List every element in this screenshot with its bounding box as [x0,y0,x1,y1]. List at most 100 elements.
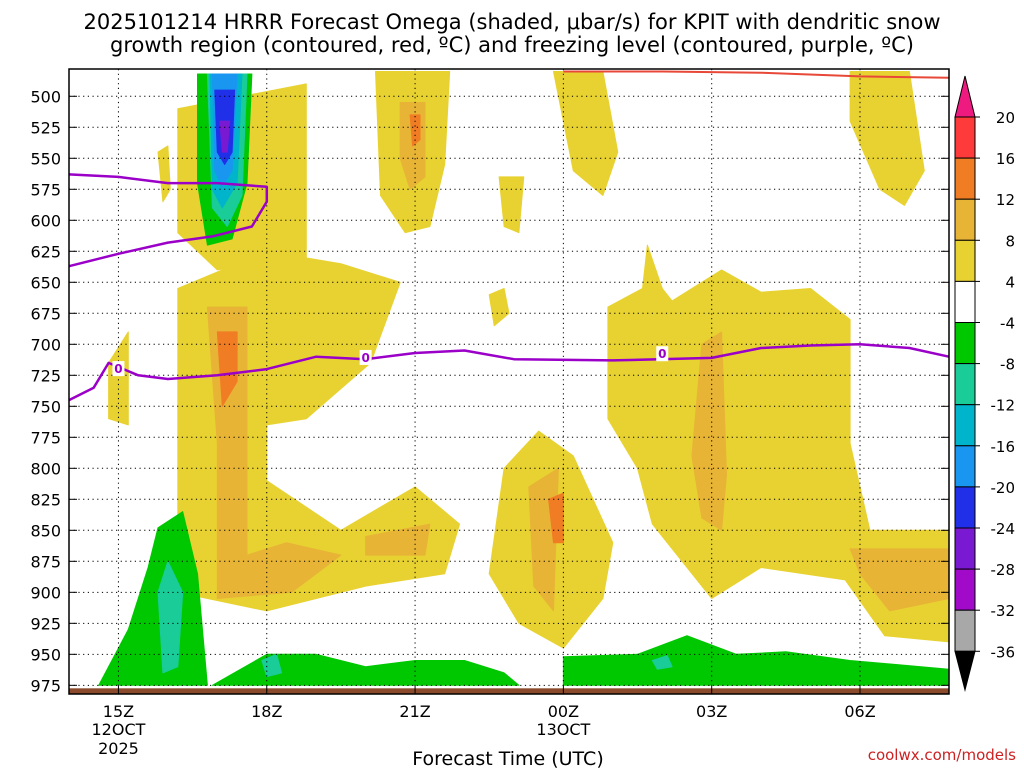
y-tick-label-525: 525 [30,118,61,137]
omega-region-13 [488,288,510,327]
dotted-grid [69,69,949,694]
y-axis: 500 525 550 575 600 625 650 675 700 725 750 775 800 8… [30,87,949,695]
colorbar-swatch-3 [954,239,976,282]
colorbar-label-5: -4 [1000,315,1015,333]
y-tick-label-850: 850 [30,521,61,540]
y-tick-label-750: 750 [30,397,61,416]
colorbar-swatch-7 [954,404,976,447]
freezing-level-label-2: 0 [658,347,666,361]
omega-region-7 [157,145,171,203]
y-tick-label-925: 925 [30,614,61,633]
x-axis-label: Forecast Time (UTC) [412,748,603,768]
omega-region-20 [98,511,208,686]
y-tick-label-650: 650 [30,273,61,292]
colorbar-label-10: -24 [991,520,1016,538]
watermark: coolwx.com/models [868,746,1016,764]
chart-title-line2: growth region (contoured, red, ºC) and f… [110,33,914,57]
omega-region-6 [849,71,925,206]
y-tick-label-600: 600 [30,211,61,230]
colorbar-label-4: 4 [1005,273,1015,291]
omega-region-9 [177,250,461,612]
x-tick-label-00Z: 00Z [548,702,579,721]
colorbar-label-9: -20 [991,479,1016,497]
omega-region-25 [651,655,673,670]
colorbar-top-arrow [954,75,976,118]
colorbar-label-0: 20 [996,109,1015,127]
chart-title-line1: 2025101214 HRRR Forecast Omega (shaded, … [84,10,941,34]
omega-region-8 [108,331,129,426]
x-tick-label-03Z: 03Z [696,702,727,721]
omega-shading [69,71,950,694]
y-tick-label-725: 725 [30,366,61,385]
colorbar-swatch-5 [954,322,976,365]
freezing-level-label-0: 0 [114,362,122,376]
colorbar-swatch-11 [954,568,976,611]
x-tick-label-21Z: 21Z [399,702,430,721]
colorbar-swatch-9 [954,486,976,529]
freezing-level-contour-0 [68,343,950,402]
freezing-label-bg-1 [359,349,372,365]
colorbar-swatch-10 [954,527,976,570]
colorbar-swatch-4 [954,280,976,323]
dendritic-growth-contour [563,70,950,79]
omega-region-4 [553,71,619,196]
plot-frame [68,68,950,695]
contour-lines: 0 0 0 [68,70,950,402]
colorbar-label-11: -28 [991,561,1016,579]
colorbar-swatch-12 [954,609,976,652]
y-tick-label-800: 800 [30,459,61,478]
x-tick-date-00Z: 13OCT [536,720,590,739]
colorbar-swatch-6 [954,363,976,406]
x-tick-label-06Z: 06Z [844,702,875,721]
x-tick-label-15Z: 15Z [103,702,134,721]
colorbar-label-6: -8 [1000,356,1015,374]
omega-region-5 [498,176,525,234]
x-tick-year-15Z: 2025 [98,739,139,758]
colorbar-bottom-arrow [954,650,976,692]
omega-region-12 [365,523,431,556]
freezing-label-bg-2 [656,346,669,362]
colorbar-swatch-1 [954,157,976,200]
colorbar-label-2: 12 [996,191,1015,209]
colorbar-label-7: -12 [991,397,1016,415]
y-tick-label-575: 575 [30,180,61,199]
omega-region-21 [157,560,184,674]
y-tick-label-625: 625 [30,242,61,261]
y-tick-label-950: 950 [30,645,61,664]
colorbar-swatch-0 [954,116,976,159]
y-tick-label-500: 500 [30,87,61,106]
omega-region-17 [607,244,950,643]
omega-region-16 [548,492,564,544]
colorbar-swatch-2 [954,198,976,241]
y-tick-label-875: 875 [30,552,61,571]
y-tick-label-900: 900 [30,583,61,602]
freezing-level-contour-1 [68,173,269,268]
colorbar: 20 16 12 8 4 -4 -8 -12 -16 -20 -24 -28 -32 -36 [954,75,1016,692]
colorbar-label-8: -16 [991,438,1016,456]
ground-strip [69,688,949,694]
y-tick-label-775: 775 [30,428,61,447]
omega-region-10 [206,306,342,599]
x-tick-date-15Z: 12OCT [91,720,145,739]
omega-region-11 [216,331,238,407]
y-tick-label-550: 550 [30,149,61,168]
colorbar-label-13: -36 [991,643,1016,661]
x-tick-label-18Z: 18Z [251,702,282,721]
y-tick-label-700: 700 [30,335,61,354]
y-tick-label-975: 975 [30,676,61,695]
omega-region-24 [562,635,950,686]
omega-region-18 [691,331,727,531]
omega-region-31 [219,120,231,153]
y-tick-label-825: 825 [30,490,61,509]
colorbar-label-1: 16 [996,150,1015,168]
omega-region-22 [211,653,520,686]
colorbar-label-12: -32 [991,602,1016,620]
freezing-label-bg-0 [112,361,125,377]
colorbar-label-3: 8 [1005,232,1015,250]
colorbar-swatch-8 [954,445,976,488]
omega-region-19 [849,548,950,612]
y-tick-label-675: 675 [30,304,61,323]
freezing-level-label-1: 0 [361,351,369,365]
